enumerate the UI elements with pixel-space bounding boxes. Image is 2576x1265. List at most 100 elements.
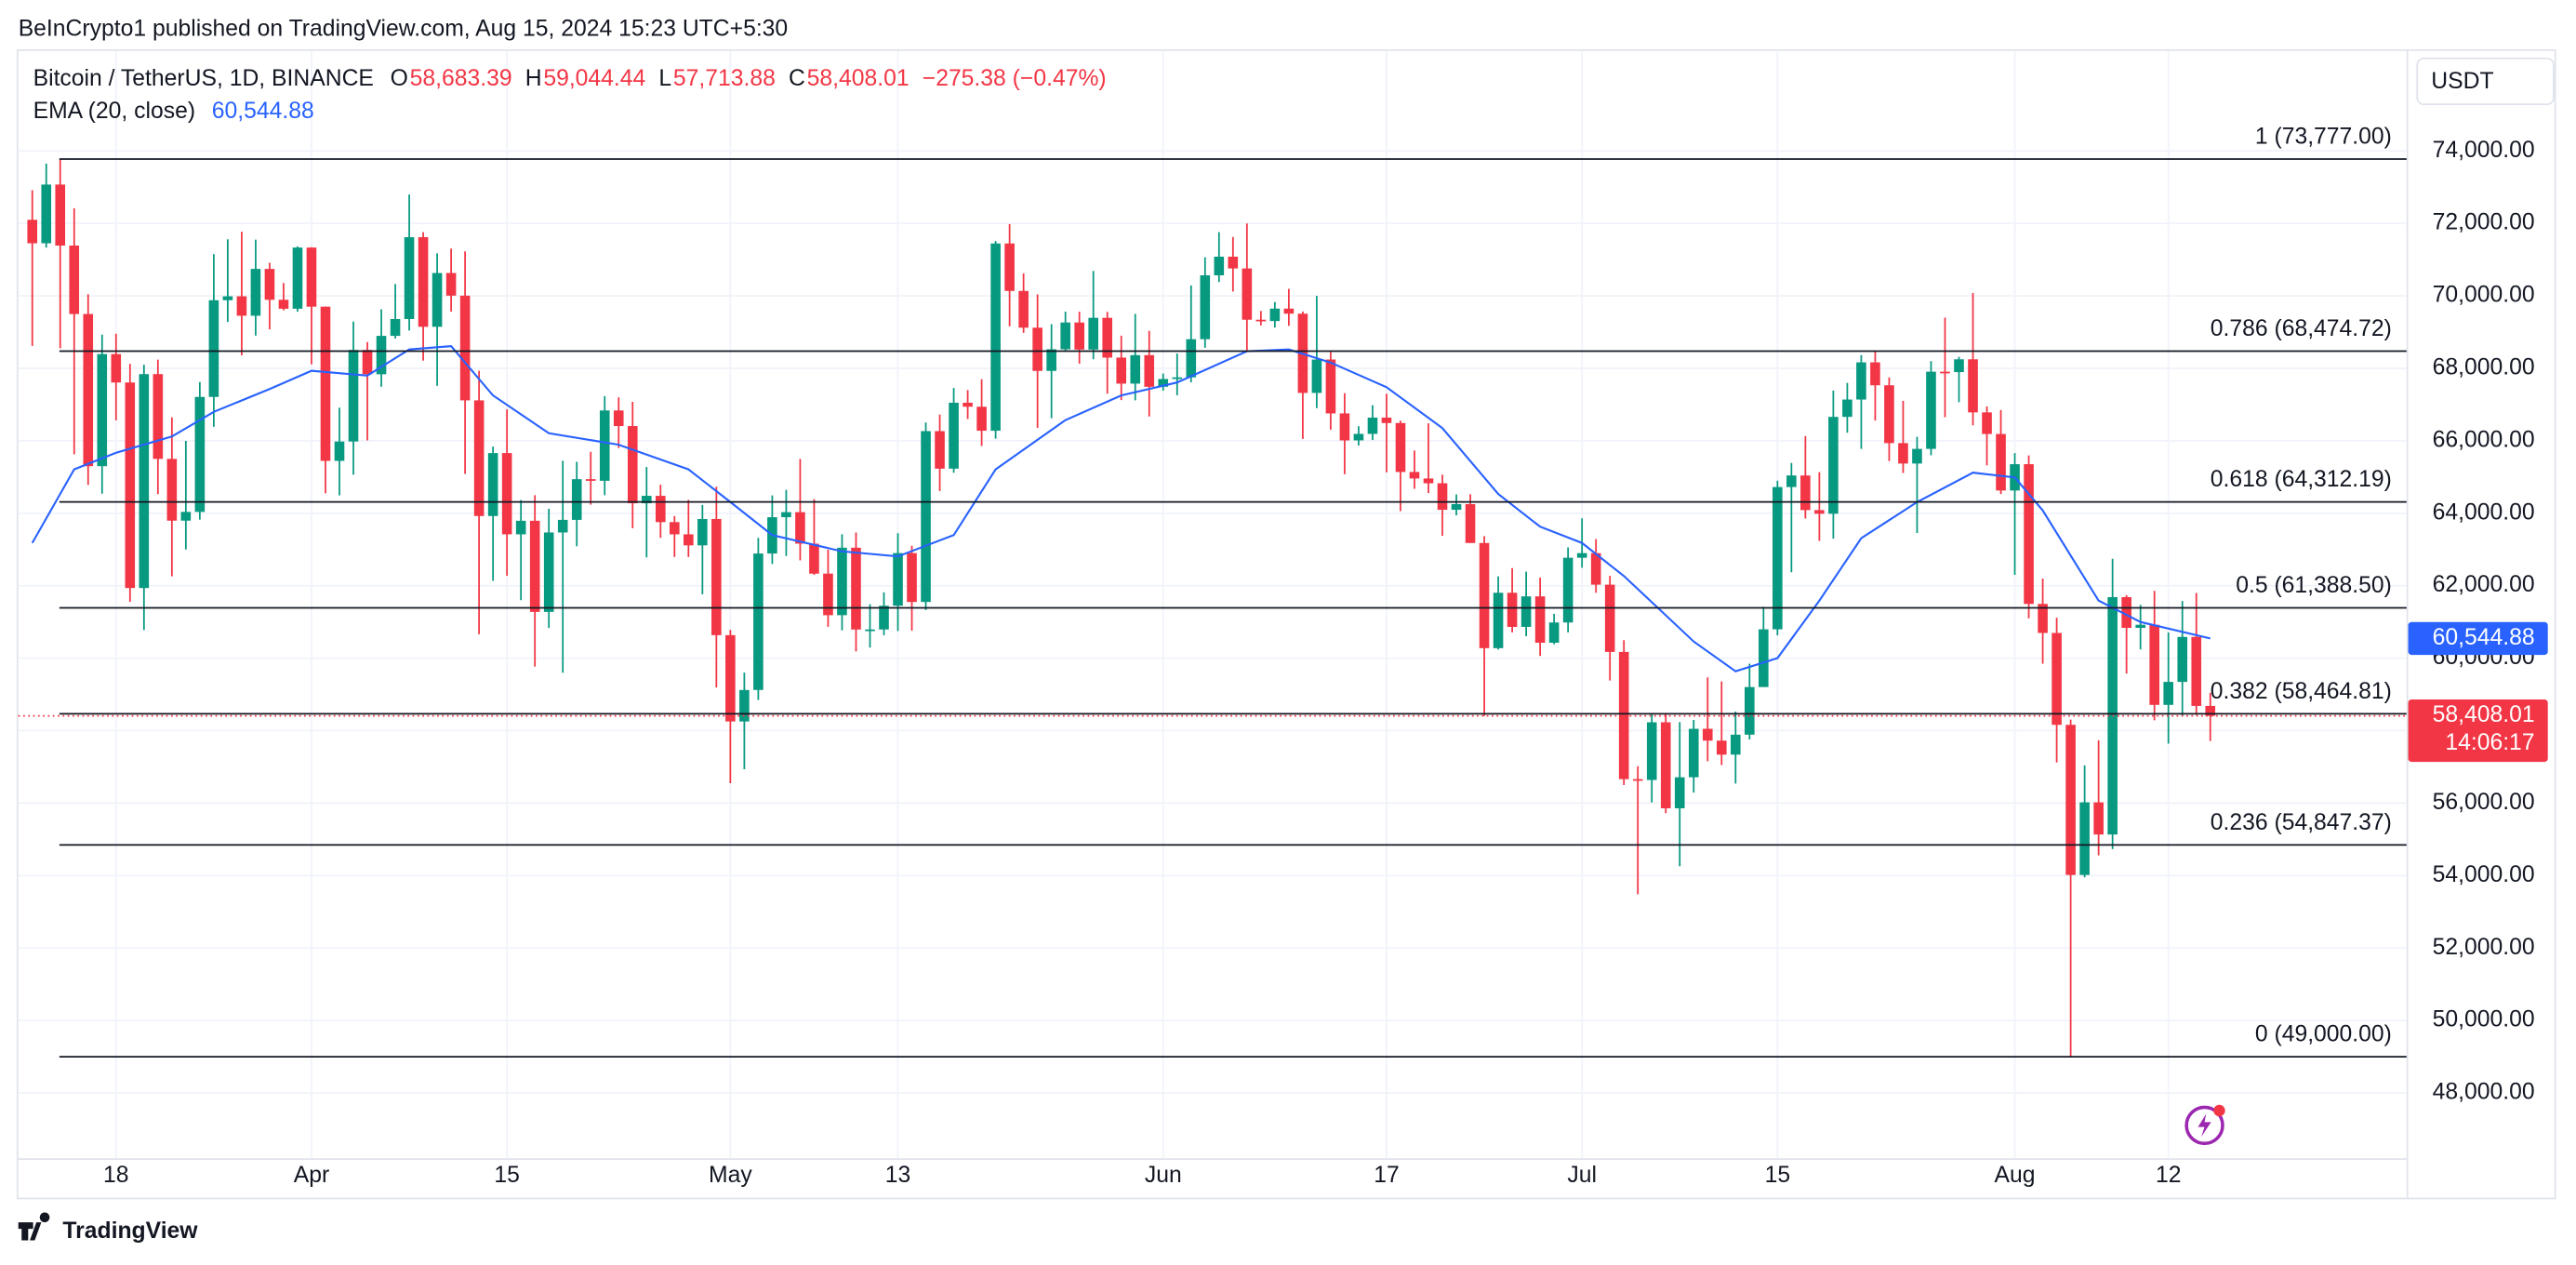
y-tick-label: 54,000.00 [2433,862,2535,887]
candle-body [795,512,805,544]
candle-body [1353,433,1364,441]
candle-body [684,534,694,546]
candle-body [2093,802,2104,835]
x-tick-label: Aug [1995,1163,2036,1188]
candle-body [990,243,1001,432]
candle-body [963,402,973,407]
fib-label: 0.236 (54,847.37) [2211,810,2392,835]
candle-body [585,479,596,481]
candle-body [515,520,526,535]
candle-body [404,236,415,320]
candle-body [2052,632,2062,726]
attribution: BeInCrypto1 published on TradingView.com… [19,16,789,41]
candle-body [194,396,206,513]
candle-body [69,246,80,314]
candle-body [1423,478,1434,484]
candle-body [1982,412,1992,434]
candle-body [1940,371,1950,374]
candle-body [418,236,429,327]
candle-body [27,220,38,244]
brand-logo [18,1212,50,1241]
candle-body [320,306,331,461]
candle-body [1590,553,1601,585]
brand[interactable]: TradingView [62,1218,198,1244]
candle-body [292,247,303,309]
candle-body [753,553,764,690]
candle-body [935,431,945,469]
candle-body [1968,359,1978,413]
candle-body [1731,734,1741,755]
candle-body [670,522,680,535]
candle-body [1674,777,1685,809]
candle-body [166,459,178,521]
fib-label: 0 (49,000.00) [2255,1022,2392,1047]
y-tick-label: 56,000.00 [2433,790,2535,815]
symbol: Bitcoin / TetherUS, 1D, BINANCE [33,65,374,90]
x-tick-label: 15 [494,1163,520,1188]
fib-label: 0.5 (61,388.50) [2236,573,2392,598]
candle-body [641,496,652,504]
candle-body [1409,472,1420,479]
candle-body [1214,256,1225,275]
candle-body [1074,322,1084,350]
candle-body [208,300,219,397]
change: −275.38 (−0.47%) [923,65,1107,90]
candle-body [250,269,261,316]
candle-body [781,512,791,518]
candle-body [613,410,624,427]
candle-body [1618,651,1629,779]
x-tick-label: Jul [1567,1163,1597,1188]
candle-body [1996,433,2006,491]
candle-body [1562,557,1573,623]
candle-body [921,431,931,603]
candle-body [1856,362,1866,400]
candle-body [362,350,373,375]
candle-body [83,313,94,467]
candle-body [627,426,638,504]
candle-body [390,319,401,337]
candle-body [41,184,52,244]
candle-body [865,629,875,632]
fib-label: 0.786 (68,474.72) [2211,316,2392,341]
candle-body [236,296,247,316]
candle-body [1534,596,1546,643]
candle-body [1186,339,1197,378]
x-tick-label: 12 [2156,1163,2181,1188]
candle-body [1465,503,1476,543]
candle-body [1814,510,1825,514]
candle-body [180,512,192,521]
candle-body [1773,486,1783,630]
candle-body [1646,722,1657,780]
currency[interactable]: USDT [2431,69,2493,94]
y-tick-label: 72,000.00 [2433,210,2535,235]
candle-body [1702,728,1713,741]
ema-price-label: 60,544.88 [2433,625,2535,650]
last-price-tag [2408,699,2548,763]
candle-body [111,353,122,383]
candle-body [1716,740,1727,755]
candle-body [153,374,164,459]
candle-body [1759,629,1769,687]
candle-body [2038,604,2048,633]
candle-body [2149,624,2159,705]
ema-name: EMA (20, close) [33,99,195,124]
y-tick-label: 62,000.00 [2433,572,2535,597]
candle-body [851,547,861,630]
y-tick-label: 52,000.00 [2433,935,2535,960]
fib-label: 1 (73,777.00) [2255,125,2392,150]
candle-body [139,374,150,589]
x-tick-label: Jun [1145,1163,1182,1188]
candle-body [1018,290,1029,328]
y-tick-label: 50,000.00 [2433,1007,2535,1032]
alert-icon[interactable] [2184,1104,2225,1146]
candle-body [1088,317,1098,350]
candle-body [264,269,275,300]
candle-body [125,382,136,589]
candle-body [1395,422,1406,473]
candle-body [1507,593,1518,627]
candle-body [376,336,387,375]
candle-body [1520,596,1532,627]
currency-box[interactable] [2416,57,2555,106]
